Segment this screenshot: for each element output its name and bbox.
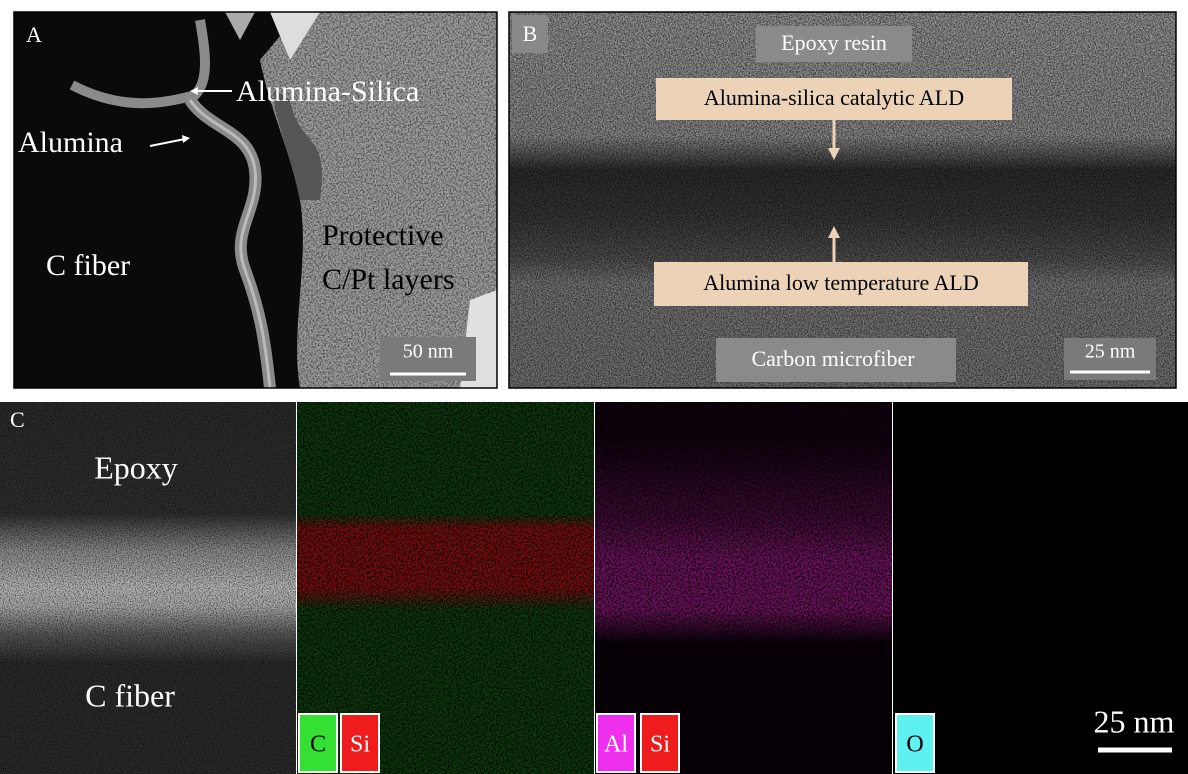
legend-label: O [906,732,923,758]
annotation: Alumina-Silica [236,75,419,108]
panel-label: B [523,21,538,46]
annotation: C fiber [46,249,130,282]
scale-bar-label: 25 nm [1085,341,1136,363]
legend-label: C [310,732,326,758]
page: {"panel_a": {"label": "A", "alumina_sili… [0,0,1188,774]
panel-b-image [509,12,1176,388]
annotation: Epoxy [94,449,178,485]
legend-label: Si [650,732,670,758]
figure: A Alumina-Silica Alumina C fiber Protect… [0,0,1188,774]
annotation: C/Pt layers [322,263,455,296]
annotation: Carbon microfiber [751,346,915,371]
annotation: Protective [322,219,444,252]
panel-c-map-al-si [595,402,892,774]
scale-bar-label: 50 nm [403,341,454,363]
annotation: C fiber [85,677,175,713]
panel-a-image [14,12,497,388]
legend-label: Si [350,732,370,758]
annotation: Alumina [18,126,123,159]
annotation: Epoxy resin [781,30,887,55]
legend-label: Al [604,732,628,758]
panel-label: C [10,407,25,432]
annotation: Alumina low temperature ALD [703,270,979,295]
scale-bar-label: 25 nm [1094,703,1175,739]
panel-label: A [26,22,42,47]
annotation: Alumina-silica catalytic ALD [704,85,964,110]
